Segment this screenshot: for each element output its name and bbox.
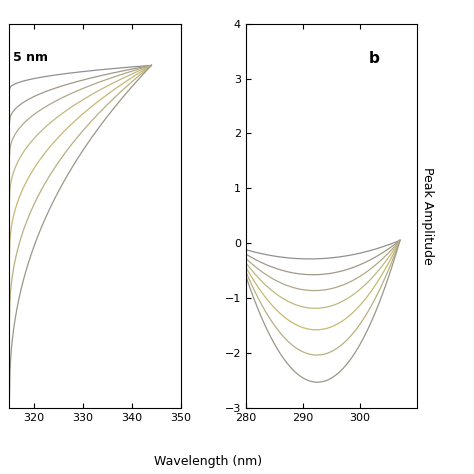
Y-axis label: Peak Amplitude: Peak Amplitude (421, 167, 434, 264)
Text: b: b (369, 51, 380, 65)
Text: 5 nm: 5 nm (13, 51, 48, 64)
Text: Wavelength (nm): Wavelength (nm) (155, 455, 263, 467)
